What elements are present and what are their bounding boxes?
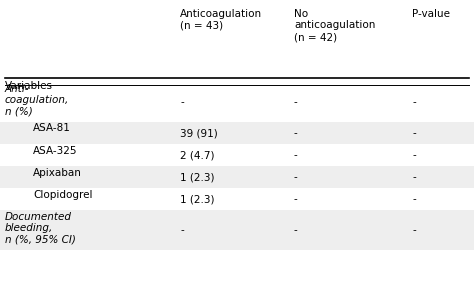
Text: -: - [412, 194, 416, 204]
Text: Variables: Variables [5, 81, 53, 91]
Text: -: - [412, 150, 416, 160]
Text: -: - [412, 225, 416, 235]
Text: -: - [294, 150, 298, 160]
Text: No
anticoagulation
(n = 42): No anticoagulation (n = 42) [294, 9, 375, 42]
Text: Clopidogrel: Clopidogrel [33, 190, 93, 200]
Text: -: - [180, 97, 184, 107]
Text: P-value: P-value [412, 9, 450, 19]
Text: ASA-81: ASA-81 [33, 123, 71, 133]
Text: Anticoagulation
(n = 43): Anticoagulation (n = 43) [180, 9, 262, 30]
Text: -: - [294, 172, 298, 182]
Text: -: - [294, 225, 298, 235]
Text: 1 (2.3): 1 (2.3) [180, 194, 215, 204]
Text: 39 (91): 39 (91) [180, 128, 218, 138]
Text: -: - [412, 128, 416, 138]
Bar [0, 122, 474, 144]
Text: Apixaban: Apixaban [33, 168, 82, 178]
Text: -: - [294, 194, 298, 204]
Text: -: - [412, 97, 416, 107]
Text: 2 (4.7): 2 (4.7) [180, 150, 215, 160]
Text: -: - [294, 128, 298, 138]
Text: Anti-
coagulation,
n (%): Anti- coagulation, n (%) [5, 84, 69, 117]
Bar [0, 210, 474, 250]
Text: 1 (2.3): 1 (2.3) [180, 172, 215, 182]
Bar [0, 166, 474, 188]
Text: Documented
bleeding,
n (%, 95% CI): Documented bleeding, n (%, 95% CI) [5, 212, 76, 245]
Text: -: - [412, 172, 416, 182]
Text: -: - [294, 97, 298, 107]
Text: ASA-325: ASA-325 [33, 146, 78, 156]
Text: -: - [180, 225, 184, 235]
